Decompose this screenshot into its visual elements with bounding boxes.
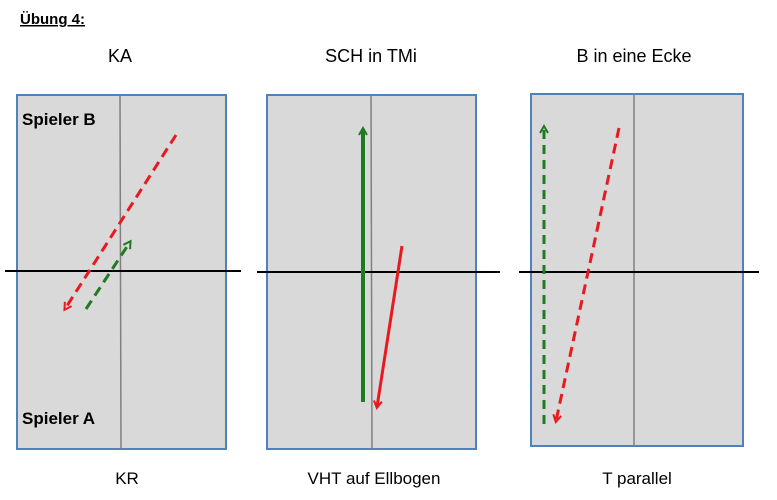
diagram-1-red-dashed-arrow (65, 134, 178, 309)
diagram-1: KA Spieler B Spieler A KR (5, 46, 241, 488)
diagram-3-table (530, 93, 744, 447)
diagram-3-title: B in eine Ecke (576, 46, 691, 66)
player-b-label: Spieler B (22, 110, 96, 129)
diagram-3-bottom-label: T parallel (602, 469, 672, 488)
diagram-2-red-solid-arrow (377, 245, 404, 407)
diagram-3-red-dashed-arrow (556, 127, 621, 421)
diagram-2-title: SCH in TMi (325, 46, 417, 66)
diagram-1-green-dashed-arrow (84, 242, 130, 310)
diagram-2-bottom-label: VHT auf Ellbogen (308, 469, 441, 488)
diagram-1-bottom-label: KR (115, 469, 139, 488)
diagram-3: B in eine Ecke T parallel (519, 46, 759, 488)
player-a-label: Spieler A (22, 409, 95, 428)
diagram-1-title: KA (108, 46, 132, 66)
exercise-heading: Übung 4: (20, 11, 85, 28)
diagram-2: SCH in TMi VHT auf Ellbogen (257, 46, 500, 488)
